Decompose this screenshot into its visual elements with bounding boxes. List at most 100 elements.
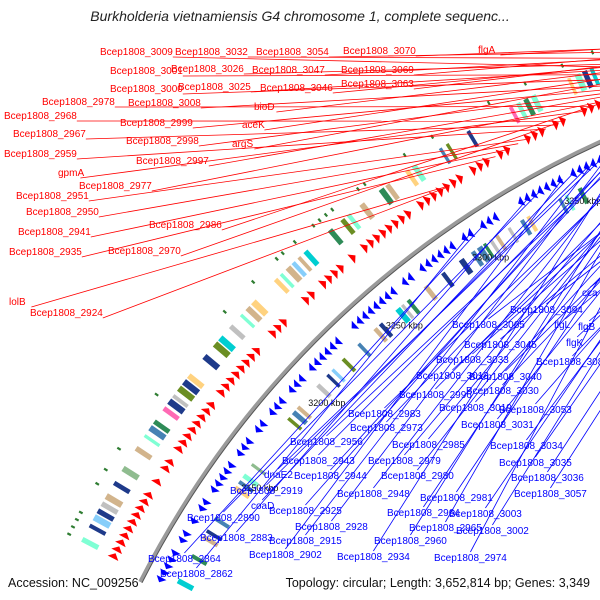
gene-forward-arrow: [126, 518, 138, 527]
rna-mark: [154, 392, 159, 397]
tick-label: 3300 kbp: [472, 252, 509, 262]
gene-label-forward: Bcep1808_2997: [136, 156, 209, 167]
feature-block-outer: [303, 249, 320, 267]
rna-mark: [317, 218, 322, 223]
gene-reverse-arrow: [407, 272, 416, 281]
leader-line-reverse: [285, 178, 563, 550]
gene-label-reverse: Bcep1808_3040: [469, 372, 542, 383]
gene-forward-arrow: [317, 280, 326, 290]
leader-line-reverse: [492, 351, 600, 526]
leader-line-reverse: [305, 164, 593, 536]
gene-forward-arrow: [468, 165, 477, 177]
leader-line-forward: [328, 51, 600, 58]
leader-line-reverse: [184, 224, 484, 554]
leader-line-reverse: [386, 199, 600, 423]
leader-line-reverse: [535, 363, 600, 458]
gene-reverse-arrow: [190, 516, 200, 524]
rna-mark: [274, 256, 279, 262]
leader-line-reverse: [445, 251, 600, 523]
leader-line-reverse: [417, 236, 600, 471]
gene-reverse-arrow: [531, 188, 539, 199]
feature-block-outer: [567, 77, 578, 96]
feature-block-outer: [134, 445, 153, 461]
tick-label: 3250 kbp: [386, 320, 423, 330]
leader-line-forward: [264, 79, 600, 131]
rna-mark: [103, 467, 109, 472]
gene-label-reverse: Bcep1808_2974: [434, 553, 507, 564]
leader-line-reverse: [236, 197, 530, 533]
gene-reverse-arrow: [167, 555, 178, 563]
feature-block-inner: [296, 405, 313, 420]
gene-forward-arrow: [384, 224, 393, 235]
gene-label-reverse: flgK: [566, 338, 584, 349]
feature-block-outer: [327, 228, 344, 246]
gene-reverse-arrow: [241, 442, 250, 451]
gene-label-reverse: Bcep1808_3065: [452, 320, 525, 331]
gene-reverse-arrow: [278, 396, 288, 404]
gene-forward-arrow: [196, 414, 206, 423]
leader-line-reverse: [410, 230, 600, 536]
feature-block-outer: [112, 480, 131, 495]
tick-label: 3150 kbp: [241, 483, 278, 493]
gene-label-forward: Bcep1808_3009: [100, 47, 173, 58]
leader-line-reverse: [500, 255, 600, 340]
gene-reverse-arrow: [492, 211, 501, 221]
gene-label-forward: Bcep1808_3032: [175, 47, 248, 58]
gene-reverse-arrow: [259, 419, 269, 427]
feature-block-outer: [148, 425, 167, 441]
gene-forward-arrow: [245, 353, 255, 363]
rna-mark: [250, 279, 256, 285]
gene-forward-arrow: [107, 553, 119, 562]
feature-block-outer: [186, 373, 205, 390]
gene-forward-arrow: [134, 505, 145, 514]
gene-forward-arrow: [558, 116, 566, 127]
gene-forward-arrow: [240, 359, 250, 368]
feature-block-inner: [423, 284, 438, 301]
feature-block-outer: [104, 493, 124, 508]
gene-label-forward: Bcep1808_2970: [108, 246, 181, 257]
gene-label-reverse: Bcep1808_2980: [381, 471, 454, 482]
gene-reverse-arrow: [198, 503, 208, 512]
leader-line-reverse: [404, 222, 600, 456]
leader-line-reverse: [196, 233, 471, 569]
leader-line-forward: [208, 96, 600, 167]
gene-label-reverse: Bcep1808_2996: [399, 390, 472, 401]
gene-forward-arrow: [428, 191, 437, 202]
leader-line-reverse: [428, 232, 600, 440]
gene-label-forward: gpmA: [58, 168, 84, 179]
leader-line-forward: [98, 143, 519, 218]
feature-block-outer: [523, 97, 536, 117]
gene-reverse-arrow: [368, 305, 376, 314]
leader-line-reverse: [470, 307, 600, 553]
gene-label-forward: Bcep1808_3026: [171, 64, 244, 75]
gene-reverse-arrow: [335, 336, 344, 345]
gene-forward-arrow: [235, 365, 245, 374]
gene-forward-arrow: [251, 348, 261, 357]
gene-reverse-arrow: [309, 362, 318, 371]
gene-label-reverse: Bcep1808_2985: [392, 440, 465, 451]
gene-forward-arrow: [502, 145, 511, 157]
gene-label-reverse: Bcep1808_2979: [368, 456, 441, 467]
map-title: Burkholderia vietnamiensis G4 chromosome…: [90, 8, 510, 24]
gene-label-forward: aceK: [242, 120, 265, 131]
gene-label-reverse: Bcep1808_3045: [464, 340, 537, 351]
gene-label-reverse: Bcep1808_2883: [200, 533, 273, 544]
feature-block-outer: [297, 256, 313, 272]
gene-label-forward: Bcep1808_2950: [26, 207, 99, 218]
leader-line-forward: [413, 58, 600, 76]
gene-forward-arrow: [323, 275, 332, 285]
rna-mark: [70, 524, 76, 529]
gene-label-reverse: Bcep1808_2902: [249, 550, 322, 561]
gene-forward-arrow: [347, 254, 356, 264]
rna-mark: [323, 212, 329, 218]
feature-block-outer: [96, 508, 115, 522]
gene-label-reverse: Bcep1808_3094: [510, 305, 583, 316]
leader-line-reverse: [502, 280, 600, 386]
leader-line-forward: [324, 59, 600, 76]
leader-line-reverse: [546, 261, 600, 305]
gene-forward-arrow: [530, 130, 538, 142]
gene-reverse-arrow: [255, 424, 264, 433]
leader-line-forward: [81, 156, 496, 258]
feature-block-outer: [88, 523, 107, 536]
